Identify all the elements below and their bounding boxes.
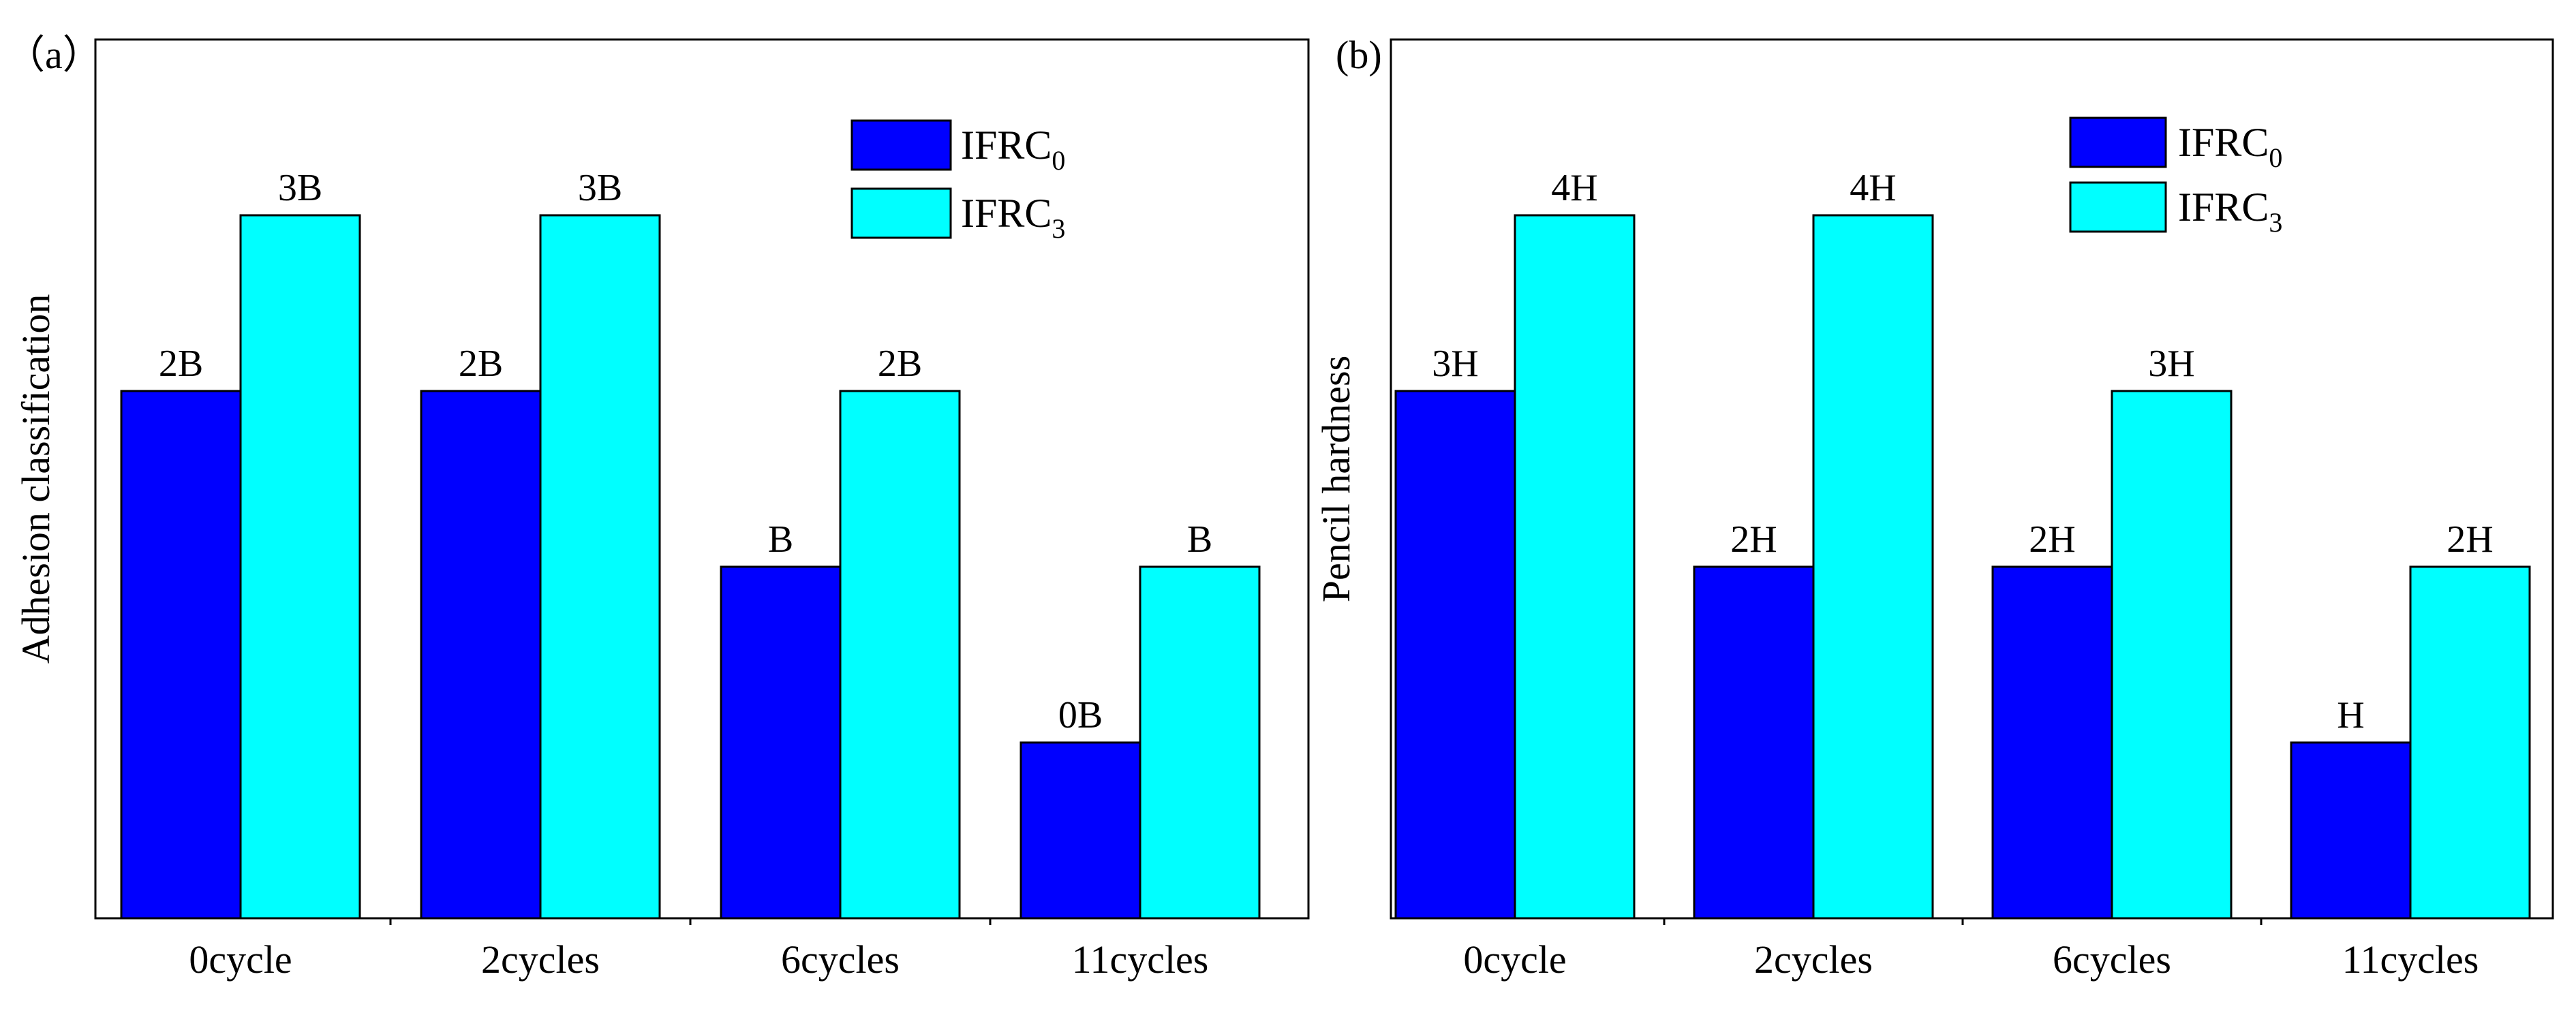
x-tick-label: 11cycles [2342, 937, 2479, 982]
data-label: 2B [878, 343, 922, 385]
x-tick-label: 0cycle [1463, 937, 1566, 982]
legend-entry: IFRC0 [2178, 120, 2282, 173]
x-tick-label: 0cycle [189, 937, 292, 982]
x-tick-label: 2cycles [481, 937, 600, 982]
data-label: 2H [1730, 518, 1777, 561]
bar-11cycles-series1 [1139, 565, 1261, 920]
legend-swatch [850, 187, 952, 239]
data-label: H [2337, 694, 2364, 736]
data-label: B [768, 518, 793, 561]
plot-frame [94, 38, 1310, 920]
chart-panel-b: 3H 4H 0cycle 2H 4H 2cycles 2H 3H 6cycles H 2H 11cyc… [1314, 33, 2554, 982]
panel-label: (b) [1336, 33, 1382, 77]
data-label: 2H [2447, 518, 2493, 561]
x-tick-label: 6cycles [2053, 937, 2171, 982]
legend-entry: IFRC3 [2178, 185, 2282, 238]
data-label: 4H [1850, 167, 1896, 209]
bar-0cycle-series0 [1394, 390, 1516, 920]
data-label: 3B [278, 167, 322, 209]
bar-0cycle-series1 [1514, 214, 1636, 920]
y-axis-label: Adhesion classification [14, 294, 58, 664]
bar-6cycles-series0 [720, 565, 842, 920]
y-axis-label: Pencil hardness [1314, 356, 1358, 602]
data-label: 3H [1432, 343, 1478, 385]
bar-2cycles-series0 [420, 390, 542, 920]
bar-2cycles-series1 [1812, 214, 1934, 920]
bar-11cycles-series0 [2290, 741, 2412, 920]
legend-swatch [2069, 116, 2167, 168]
data-label: 2B [459, 343, 503, 385]
legend: IFRC0 IFRC3 [850, 119, 1065, 244]
plot-frame [1390, 38, 2554, 920]
data-label: 3B [578, 167, 622, 209]
x-tick-label: 2cycles [1754, 937, 1873, 982]
legend-swatch [850, 119, 952, 171]
data-label: 2B [159, 343, 203, 385]
bar-2cycles-series0 [1693, 565, 1815, 920]
legend-entry: IFRC0 [961, 123, 1065, 176]
bar-11cycles-series1 [2409, 565, 2531, 920]
legend: IFRC0 IFRC3 [2069, 116, 2282, 238]
x-tick-label: 6cycles [781, 937, 900, 982]
chart-panel-a: 2B 3B 0cycle 2B 3B 2cycles B 2B 6cycles 0B B 11cycl… [5, 33, 1310, 982]
bar-2cycles-series1 [539, 214, 661, 920]
legend-swatch [2069, 181, 2167, 233]
data-label: 2H [2029, 518, 2075, 561]
data-label: B [1187, 518, 1212, 561]
data-label: 4H [1551, 167, 1597, 209]
bar-0cycle-series0 [120, 390, 242, 920]
bar-0cycle-series1 [239, 214, 361, 920]
bar-11cycles-series0 [1019, 741, 1141, 920]
bar-6cycles-series1 [2111, 390, 2233, 920]
data-label: 3H [2148, 343, 2194, 385]
bar-6cycles-series0 [1991, 565, 2113, 920]
x-tick-label: 11cycles [1072, 937, 1209, 982]
data-label: 0B [1058, 694, 1103, 736]
legend-entry: IFRC3 [961, 191, 1065, 244]
panel-label: （a） [5, 33, 102, 77]
bar-6cycles-series1 [839, 390, 961, 920]
